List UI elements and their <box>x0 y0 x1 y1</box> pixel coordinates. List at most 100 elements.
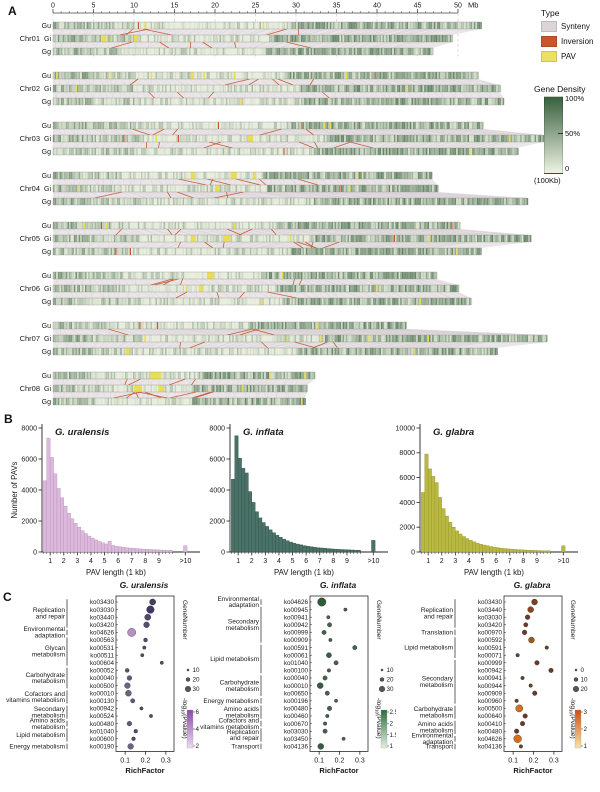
histogram-bar <box>114 545 119 553</box>
chromosome-bar <box>52 271 438 280</box>
histogram-bar <box>326 548 331 553</box>
pav-block <box>198 285 203 292</box>
inversion-strand <box>177 241 182 249</box>
x-tick-label: 0.1 <box>314 757 324 764</box>
inversion-strand <box>286 41 312 49</box>
histogram-bar <box>499 547 504 553</box>
inversion-strand <box>292 278 295 286</box>
pav-block <box>190 235 196 242</box>
synteny-ribbon <box>52 378 315 386</box>
x-tick-label: 4 <box>467 558 471 565</box>
enrichment-dot <box>326 652 332 658</box>
pathway-category-label: and repair <box>424 614 454 621</box>
gene-number-legend-value: 0 <box>581 667 585 674</box>
ko-label: ko00460 <box>284 713 309 720</box>
gene-number-legend-value: 30 <box>387 686 395 693</box>
histogram-bar <box>292 542 297 553</box>
x-tick-label: 3 <box>263 558 267 565</box>
histogram-bar <box>316 547 320 553</box>
histogram-bar <box>162 549 166 553</box>
gene-number-legend-dot <box>186 668 190 672</box>
pathway-category-label: metabolism <box>226 625 259 632</box>
histogram-bar <box>248 491 252 553</box>
x-axis-title: PAV length (1 kb) <box>86 568 146 577</box>
pathway-category-label: adaptation <box>35 633 66 640</box>
enrichment-dot <box>343 607 348 612</box>
inversion-strand <box>209 178 214 186</box>
x-tick-label: 0.2 <box>529 757 539 764</box>
inversion-strand <box>216 291 220 299</box>
genome-row-label: Gi <box>44 186 51 193</box>
ko-label: ko00944 <box>478 683 503 690</box>
gene-density-mid-tick <box>558 133 563 134</box>
synteny-ribbon <box>52 28 481 36</box>
synteny-plot: 0 5 10 15 20 25 30 35 40 45 50 MbGuGiGgChr01GuGiGgC… <box>20 1 548 406</box>
synteny-swatch <box>541 21 557 32</box>
y-tick-label: 2000 <box>209 518 225 525</box>
histogram-bar <box>134 548 139 553</box>
enrichment-dot <box>520 676 525 680</box>
y-tick-label: 6000 <box>21 456 37 463</box>
ko-label: ko03030 <box>478 614 503 621</box>
pathway-category-label: Transport <box>231 743 259 750</box>
x-tick-label: 9 <box>157 558 161 565</box>
pathway-category-label: Secondary <box>228 619 260 626</box>
gene-density-title: Gene Density <box>534 84 586 94</box>
pvalue-gradient-bar <box>186 709 194 749</box>
histogram-bar <box>343 549 348 553</box>
ko-label: ko00511 <box>90 652 114 659</box>
inversion-strand <box>159 41 170 49</box>
synteny-ribbon <box>53 341 548 349</box>
enrichment-dot <box>352 645 358 650</box>
enrichment-dot <box>520 721 525 727</box>
ko-label: ko04626 <box>478 736 503 743</box>
histogram-bar <box>540 550 544 553</box>
genome-row-label: Gu <box>42 23 51 30</box>
histogram-bar <box>319 547 324 553</box>
histogram-bar <box>46 437 51 553</box>
x-tick-label: 0.3 <box>549 757 559 764</box>
histogram-bar <box>333 548 337 553</box>
ko-label: ko03430 <box>478 599 503 606</box>
inversion-strand <box>239 291 245 299</box>
gene-number-legend-value: 20 <box>193 677 201 684</box>
histogram-bar <box>472 541 476 553</box>
pvalue-legend-value: 4 <box>196 726 200 733</box>
pathway-category-label: metabolism <box>226 686 259 693</box>
x-tick-label: 7 <box>130 558 134 565</box>
x-tick-label: 0.3 <box>161 757 171 764</box>
ko-label: ko04136 <box>284 744 309 751</box>
chromosome-bar <box>52 197 529 206</box>
chromosome-bar <box>52 371 316 380</box>
chromosome-label: Chr01 <box>20 34 40 43</box>
pathway-category-label: Cofactors and <box>25 691 66 698</box>
histogram-bar <box>94 539 98 553</box>
inversion-strand <box>142 28 172 36</box>
pav-block <box>231 172 237 179</box>
histogram-bar <box>441 508 446 553</box>
x-tick-label: 3 <box>75 558 79 565</box>
chromosome-label: Chr07 <box>20 334 40 343</box>
gene-number-legend-dot <box>572 685 580 693</box>
enrichment-dot <box>527 606 534 613</box>
inversion-strand <box>312 341 328 349</box>
enrichment-dot <box>521 629 528 635</box>
ko-label: ko00410 <box>478 721 503 728</box>
overflow-tick-label: >10 <box>368 558 380 565</box>
svg-text:30: 30 <box>292 3 300 10</box>
pvalue-legend-value: 2 <box>584 726 588 733</box>
chromosome-bar <box>52 84 501 93</box>
inversion-strand <box>239 228 253 236</box>
ko-label: ko00563 <box>90 637 115 644</box>
inversion-strand <box>154 278 179 286</box>
gene-number-legend-dot <box>573 677 579 682</box>
inversion-strand <box>162 278 174 286</box>
genome-row-label: Gg <box>42 99 51 106</box>
inversion-strand <box>168 378 186 386</box>
inversion-strand <box>178 178 207 186</box>
y-tick-label: 4000 <box>399 500 415 507</box>
overflow-tick-label: >10 <box>558 558 570 565</box>
histogram-bar <box>254 511 259 553</box>
chromosome-bar <box>52 234 532 243</box>
inversion-strand <box>180 278 184 286</box>
